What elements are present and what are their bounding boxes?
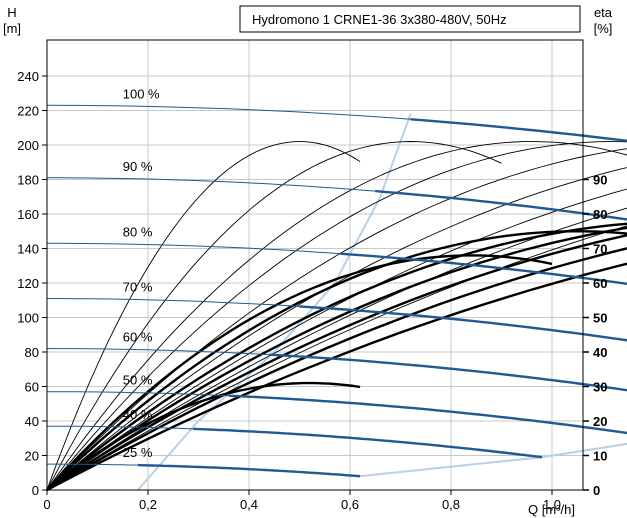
- y-right-label-line1: eta: [594, 5, 613, 20]
- x-tick-label: 1,0: [543, 497, 561, 512]
- head-curve-70-operating: [299, 305, 627, 342]
- head-curve-100-operating: [410, 118, 627, 142]
- speed-label: 25 %: [123, 445, 153, 460]
- head-curves: 100 % 90 % 80 % 70 % 60 % 50 % 40 % 25 %: [46, 86, 627, 478]
- speed-label: 90 %: [123, 159, 153, 174]
- efficiency-curve: [46, 141, 627, 491]
- x-tick-label: 0,8: [442, 497, 460, 512]
- y-left-tick-label: 140: [17, 242, 39, 257]
- efficiency-curve: [46, 167, 627, 491]
- efficiency-curve: [46, 141, 361, 491]
- chart-title: Hydromono 1 CRNE1-36 3x380-480V, 50Hz: [252, 12, 507, 27]
- speed-label: 40 %: [123, 407, 153, 422]
- y-left-tick-label: 60: [25, 380, 39, 395]
- efficiency-curve: [46, 225, 627, 491]
- efficiency-curve: [46, 226, 627, 491]
- y-right-tick-label: 10: [593, 449, 607, 464]
- plot-frame: [46, 39, 584, 491]
- efficiency-curve: [46, 141, 627, 491]
- y-left-tick-label: 80: [25, 345, 39, 360]
- efficiency-curve: [46, 247, 627, 492]
- x-tick-label: 0,6: [341, 497, 359, 512]
- y-right-tick-label: 60: [593, 276, 607, 291]
- y-left-tick-label: 40: [25, 414, 39, 429]
- y-right-tick-label: 50: [593, 311, 607, 326]
- y-right-label-line2: [%]: [594, 21, 613, 36]
- y-left-tick-label: 100: [17, 311, 39, 326]
- title-box: Hydromono 1 CRNE1-36 3x380-480V, 50Hz: [239, 5, 581, 33]
- efficiency-curves: [46, 141, 627, 492]
- y-right-tick-label: 30: [593, 380, 607, 395]
- y-left-label-line1: H: [7, 5, 16, 20]
- head-curve-90-operating: [375, 189, 627, 221]
- y-left-tick-label: 20: [25, 449, 39, 464]
- head-curve-90-full: [47, 177, 627, 220]
- y-left-tick-label: 120: [17, 276, 39, 291]
- x-tick-label: 0: [43, 497, 50, 512]
- speed-label: 100 %: [123, 86, 160, 101]
- head-curve-50-operating: [228, 394, 627, 435]
- x-tick-label: 0,2: [139, 497, 157, 512]
- y-left-tick-label: 180: [17, 173, 39, 188]
- y-right-tick-label: 0: [593, 483, 600, 498]
- efficiency-curve: [46, 207, 627, 491]
- speed-label: 80 %: [123, 224, 153, 239]
- efficiency-curve: [46, 148, 627, 491]
- axes: 00,20,40,60,81,01,21,41,61,82,02,22,4020…: [17, 39, 607, 512]
- head-curve-25-operating: [137, 463, 361, 478]
- head-curve-100-full: [46, 104, 627, 142]
- y-right-tick-label: 80: [593, 207, 607, 222]
- speed-label: 60 %: [123, 330, 153, 345]
- envelope-right: [359, 442, 627, 478]
- y-left-tick-label: 220: [17, 104, 39, 119]
- head-curve-60-operating: [269, 353, 627, 392]
- efficiency-curve: [46, 234, 627, 492]
- speed-label: 70 %: [123, 280, 153, 295]
- y-left-tick-label: 200: [17, 138, 39, 153]
- x-axis-label: Q [m³/h]: [528, 502, 575, 517]
- y-right-tick-label: 40: [593, 345, 607, 360]
- y-left-tick-label: 0: [32, 483, 39, 498]
- efficiency-curve: [46, 188, 627, 491]
- efficiency-curve: [46, 254, 553, 491]
- y-left-label-line2: [m]: [3, 21, 21, 36]
- head-curve-80-operating: [339, 252, 627, 286]
- head-curve-40-operating: [193, 427, 543, 459]
- efficiency-curve: [46, 141, 502, 491]
- y-right-tick-label: 20: [593, 414, 607, 429]
- y-left-tick-label: 240: [17, 69, 39, 84]
- grid: [47, 40, 583, 490]
- y-right-tick-label: 70: [593, 242, 607, 257]
- speed-label: 50 %: [123, 373, 153, 388]
- efficiency-curve: [46, 222, 627, 491]
- x-tick-label: 0,4: [240, 497, 258, 512]
- y-right-tick-label: 90: [593, 173, 607, 188]
- efficiency-curve: [46, 262, 627, 492]
- y-left-tick-label: 160: [17, 207, 39, 222]
